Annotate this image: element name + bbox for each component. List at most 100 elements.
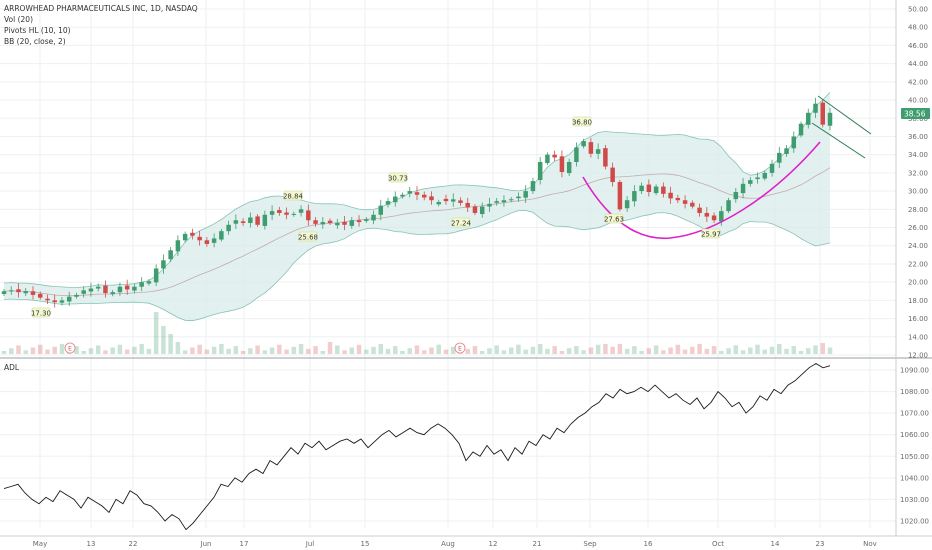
pivot-label: 36.80 [572, 116, 592, 127]
volume-bar [719, 351, 724, 354]
earnings-circle [64, 342, 76, 354]
candle [704, 207, 710, 222]
earnings-marker-text: E [68, 345, 72, 352]
price-axis-label: 46.00 [908, 42, 928, 50]
candle-body [458, 200, 463, 203]
candle [762, 170, 768, 181]
volume-bar [697, 344, 702, 354]
volume-bar [23, 350, 28, 354]
volume-bar [8, 348, 14, 354]
pivot-label-bg [701, 228, 721, 239]
volume-bar [726, 348, 731, 354]
candle [226, 220, 231, 235]
volume-bar [335, 345, 340, 354]
candle-body [378, 205, 384, 215]
candle-body [465, 202, 470, 208]
candle [798, 121, 804, 138]
candle [269, 205, 275, 221]
volume-bar [306, 348, 311, 354]
candle-body [661, 186, 666, 194]
volume-bar [262, 350, 268, 354]
candle-body [342, 221, 347, 225]
volume-bar [255, 345, 260, 354]
candle [711, 212, 717, 224]
candle-body [240, 221, 246, 223]
earnings-marker[interactable]: E [454, 342, 466, 354]
candle [494, 197, 499, 206]
candle-body [52, 300, 57, 303]
pivot-label: 30.73 [388, 172, 408, 183]
pivot-label-bg [451, 217, 471, 228]
volume-bar [291, 346, 297, 354]
candle [204, 237, 210, 247]
candle-body [124, 285, 130, 290]
candle-body [436, 202, 441, 205]
volume-bar [508, 347, 514, 354]
volume-bar [400, 351, 405, 354]
candle [168, 247, 173, 263]
indicator-volume[interactable]: Vol (20) [4, 15, 33, 24]
candle-body [291, 213, 297, 215]
candle-body [820, 102, 826, 125]
candle-body [393, 196, 398, 203]
price-axis: 50.0048.0046.0044.0042.0040.0038.0036.00… [908, 6, 928, 360]
candle [450, 193, 456, 207]
candle-body [740, 183, 746, 194]
volume-bar [81, 351, 86, 354]
candles[interactable] [1, 97, 833, 308]
candle [327, 218, 333, 226]
candle-body [501, 200, 507, 203]
candle [356, 215, 362, 227]
indicator-pivots[interactable]: Pivots HL (10, 10) [4, 26, 71, 35]
candle-body [827, 112, 833, 126]
candle-body [624, 200, 630, 209]
candle-body [233, 220, 239, 224]
candle [306, 204, 311, 226]
candle-body [494, 201, 499, 203]
candle-body [400, 194, 405, 197]
candle [197, 230, 202, 246]
pivot-label: 27.24 [451, 217, 472, 228]
volume-bar [494, 345, 499, 354]
volume-bar [704, 348, 710, 354]
adl-axis-label: 1090.00 [900, 367, 929, 375]
candle [813, 97, 818, 119]
candle-body [603, 148, 608, 167]
earnings-marker[interactable]: E [64, 342, 76, 354]
volume-bar [661, 350, 666, 354]
volume-bar [566, 348, 572, 354]
volume-bar [632, 346, 637, 354]
volume-bar [479, 351, 485, 354]
volume-bar [284, 349, 289, 354]
candle-body [103, 285, 108, 294]
candle-body [530, 181, 536, 192]
candle [827, 107, 833, 131]
last-price-label: 38.56 [904, 110, 926, 119]
candle-body [313, 220, 318, 224]
pivot-labels: 17.30 28.84 25.68 30.73 27.24 36.80 27.63 25.97 [31, 116, 721, 318]
candle [139, 277, 144, 292]
candle [661, 182, 666, 198]
symbol-title: ARROWHEAD PHARMACEUTICALS INC, 1D, NASDA… [4, 4, 198, 13]
pivot-label: 28.84 [283, 190, 304, 201]
volume-bar [653, 345, 659, 354]
volume-bar [364, 349, 369, 354]
candle-body [364, 219, 369, 221]
volume-bar [552, 346, 557, 354]
candle [66, 291, 72, 306]
indicator-bollinger[interactable]: BB (20, close, 2) [4, 37, 66, 46]
volume-bar [1, 351, 7, 354]
candle-body [371, 214, 376, 221]
candle-body [516, 196, 521, 199]
candle-body [639, 185, 644, 192]
candle-body [248, 217, 253, 223]
volume-bar [682, 349, 688, 354]
pivot-label: 25.68 [298, 231, 318, 242]
volume-bar [740, 350, 746, 354]
candle-body [552, 154, 557, 158]
candle [103, 280, 108, 298]
volume-bar [472, 346, 478, 354]
candle [559, 150, 565, 178]
